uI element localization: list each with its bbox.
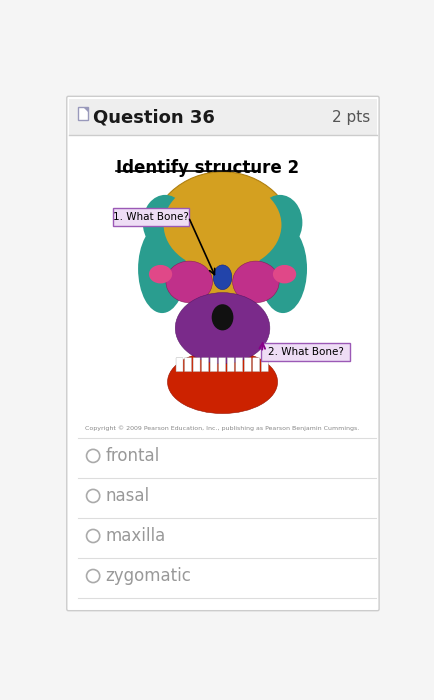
Text: 2. What Bone?: 2. What Bone? bbox=[267, 347, 342, 357]
FancyBboxPatch shape bbox=[261, 344, 349, 361]
Ellipse shape bbox=[257, 195, 302, 251]
Text: 2 pts: 2 pts bbox=[332, 110, 370, 125]
Text: Question 36: Question 36 bbox=[93, 108, 214, 126]
FancyBboxPatch shape bbox=[77, 107, 88, 120]
Text: Identify structure 2: Identify structure 2 bbox=[116, 159, 299, 176]
FancyBboxPatch shape bbox=[218, 358, 225, 372]
FancyBboxPatch shape bbox=[113, 208, 189, 225]
FancyBboxPatch shape bbox=[69, 99, 376, 135]
FancyBboxPatch shape bbox=[67, 97, 378, 610]
Ellipse shape bbox=[149, 172, 295, 309]
Text: 1. What Bone?: 1. What Bone? bbox=[113, 212, 189, 222]
FancyBboxPatch shape bbox=[193, 358, 200, 372]
Ellipse shape bbox=[148, 265, 172, 284]
FancyBboxPatch shape bbox=[201, 358, 208, 372]
Ellipse shape bbox=[232, 261, 279, 302]
Ellipse shape bbox=[213, 265, 231, 290]
FancyBboxPatch shape bbox=[176, 358, 183, 372]
FancyBboxPatch shape bbox=[184, 358, 191, 372]
Polygon shape bbox=[83, 107, 88, 112]
Ellipse shape bbox=[167, 351, 277, 414]
Ellipse shape bbox=[138, 225, 186, 313]
Ellipse shape bbox=[166, 261, 212, 302]
FancyBboxPatch shape bbox=[261, 358, 268, 372]
Ellipse shape bbox=[272, 265, 296, 284]
Ellipse shape bbox=[175, 293, 269, 363]
Ellipse shape bbox=[258, 225, 306, 313]
FancyBboxPatch shape bbox=[235, 358, 242, 372]
Text: maxilla: maxilla bbox=[105, 527, 165, 545]
Ellipse shape bbox=[211, 304, 233, 330]
Text: nasal: nasal bbox=[105, 487, 149, 505]
FancyBboxPatch shape bbox=[243, 358, 251, 372]
Ellipse shape bbox=[163, 179, 281, 270]
FancyBboxPatch shape bbox=[227, 358, 233, 372]
Text: zygomatic: zygomatic bbox=[105, 567, 191, 585]
FancyBboxPatch shape bbox=[210, 358, 217, 372]
Ellipse shape bbox=[142, 195, 187, 251]
Text: Copyright © 2009 Pearson Education, Inc., publishing as Pearson Benjamin Cumming: Copyright © 2009 Pearson Education, Inc.… bbox=[85, 425, 359, 430]
Text: frontal: frontal bbox=[105, 447, 159, 465]
FancyBboxPatch shape bbox=[252, 358, 259, 372]
